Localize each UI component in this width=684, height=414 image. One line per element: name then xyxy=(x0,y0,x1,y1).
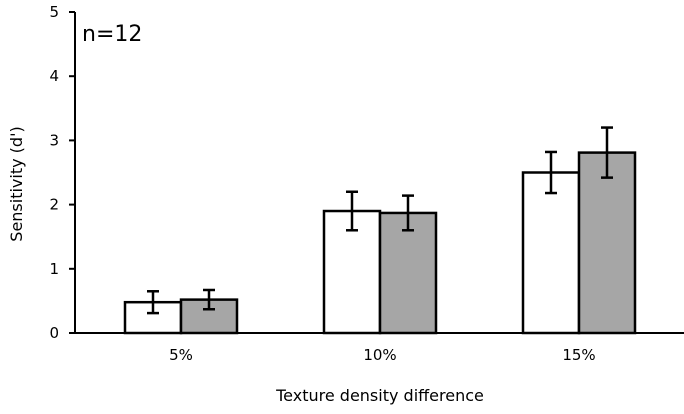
y-axis-title: Sensitivity (d') xyxy=(7,126,26,241)
x-tick-label: 5% xyxy=(169,346,193,364)
y-tick-label: 5 xyxy=(49,3,59,21)
y-tick-label: 4 xyxy=(49,67,59,85)
error-bars xyxy=(147,126,613,315)
y-tick-label: 3 xyxy=(49,131,59,149)
x-axis-title: Texture density difference xyxy=(275,386,484,405)
y-tick-label: 0 xyxy=(49,324,59,342)
x-tick-label: 15% xyxy=(562,346,595,364)
bar xyxy=(521,171,581,335)
y-axis-ticks: 0 1 2 3 4 5 xyxy=(49,3,75,342)
y-tick-label: 1 xyxy=(49,260,59,278)
x-tick-label: 10% xyxy=(363,346,396,364)
sample-size-annotation: n=12 xyxy=(82,22,142,47)
x-axis-ticks: 5% 10% 15% xyxy=(169,346,596,364)
bars xyxy=(123,151,637,335)
bar xyxy=(577,151,637,335)
y-tick-label: 2 xyxy=(49,196,59,214)
